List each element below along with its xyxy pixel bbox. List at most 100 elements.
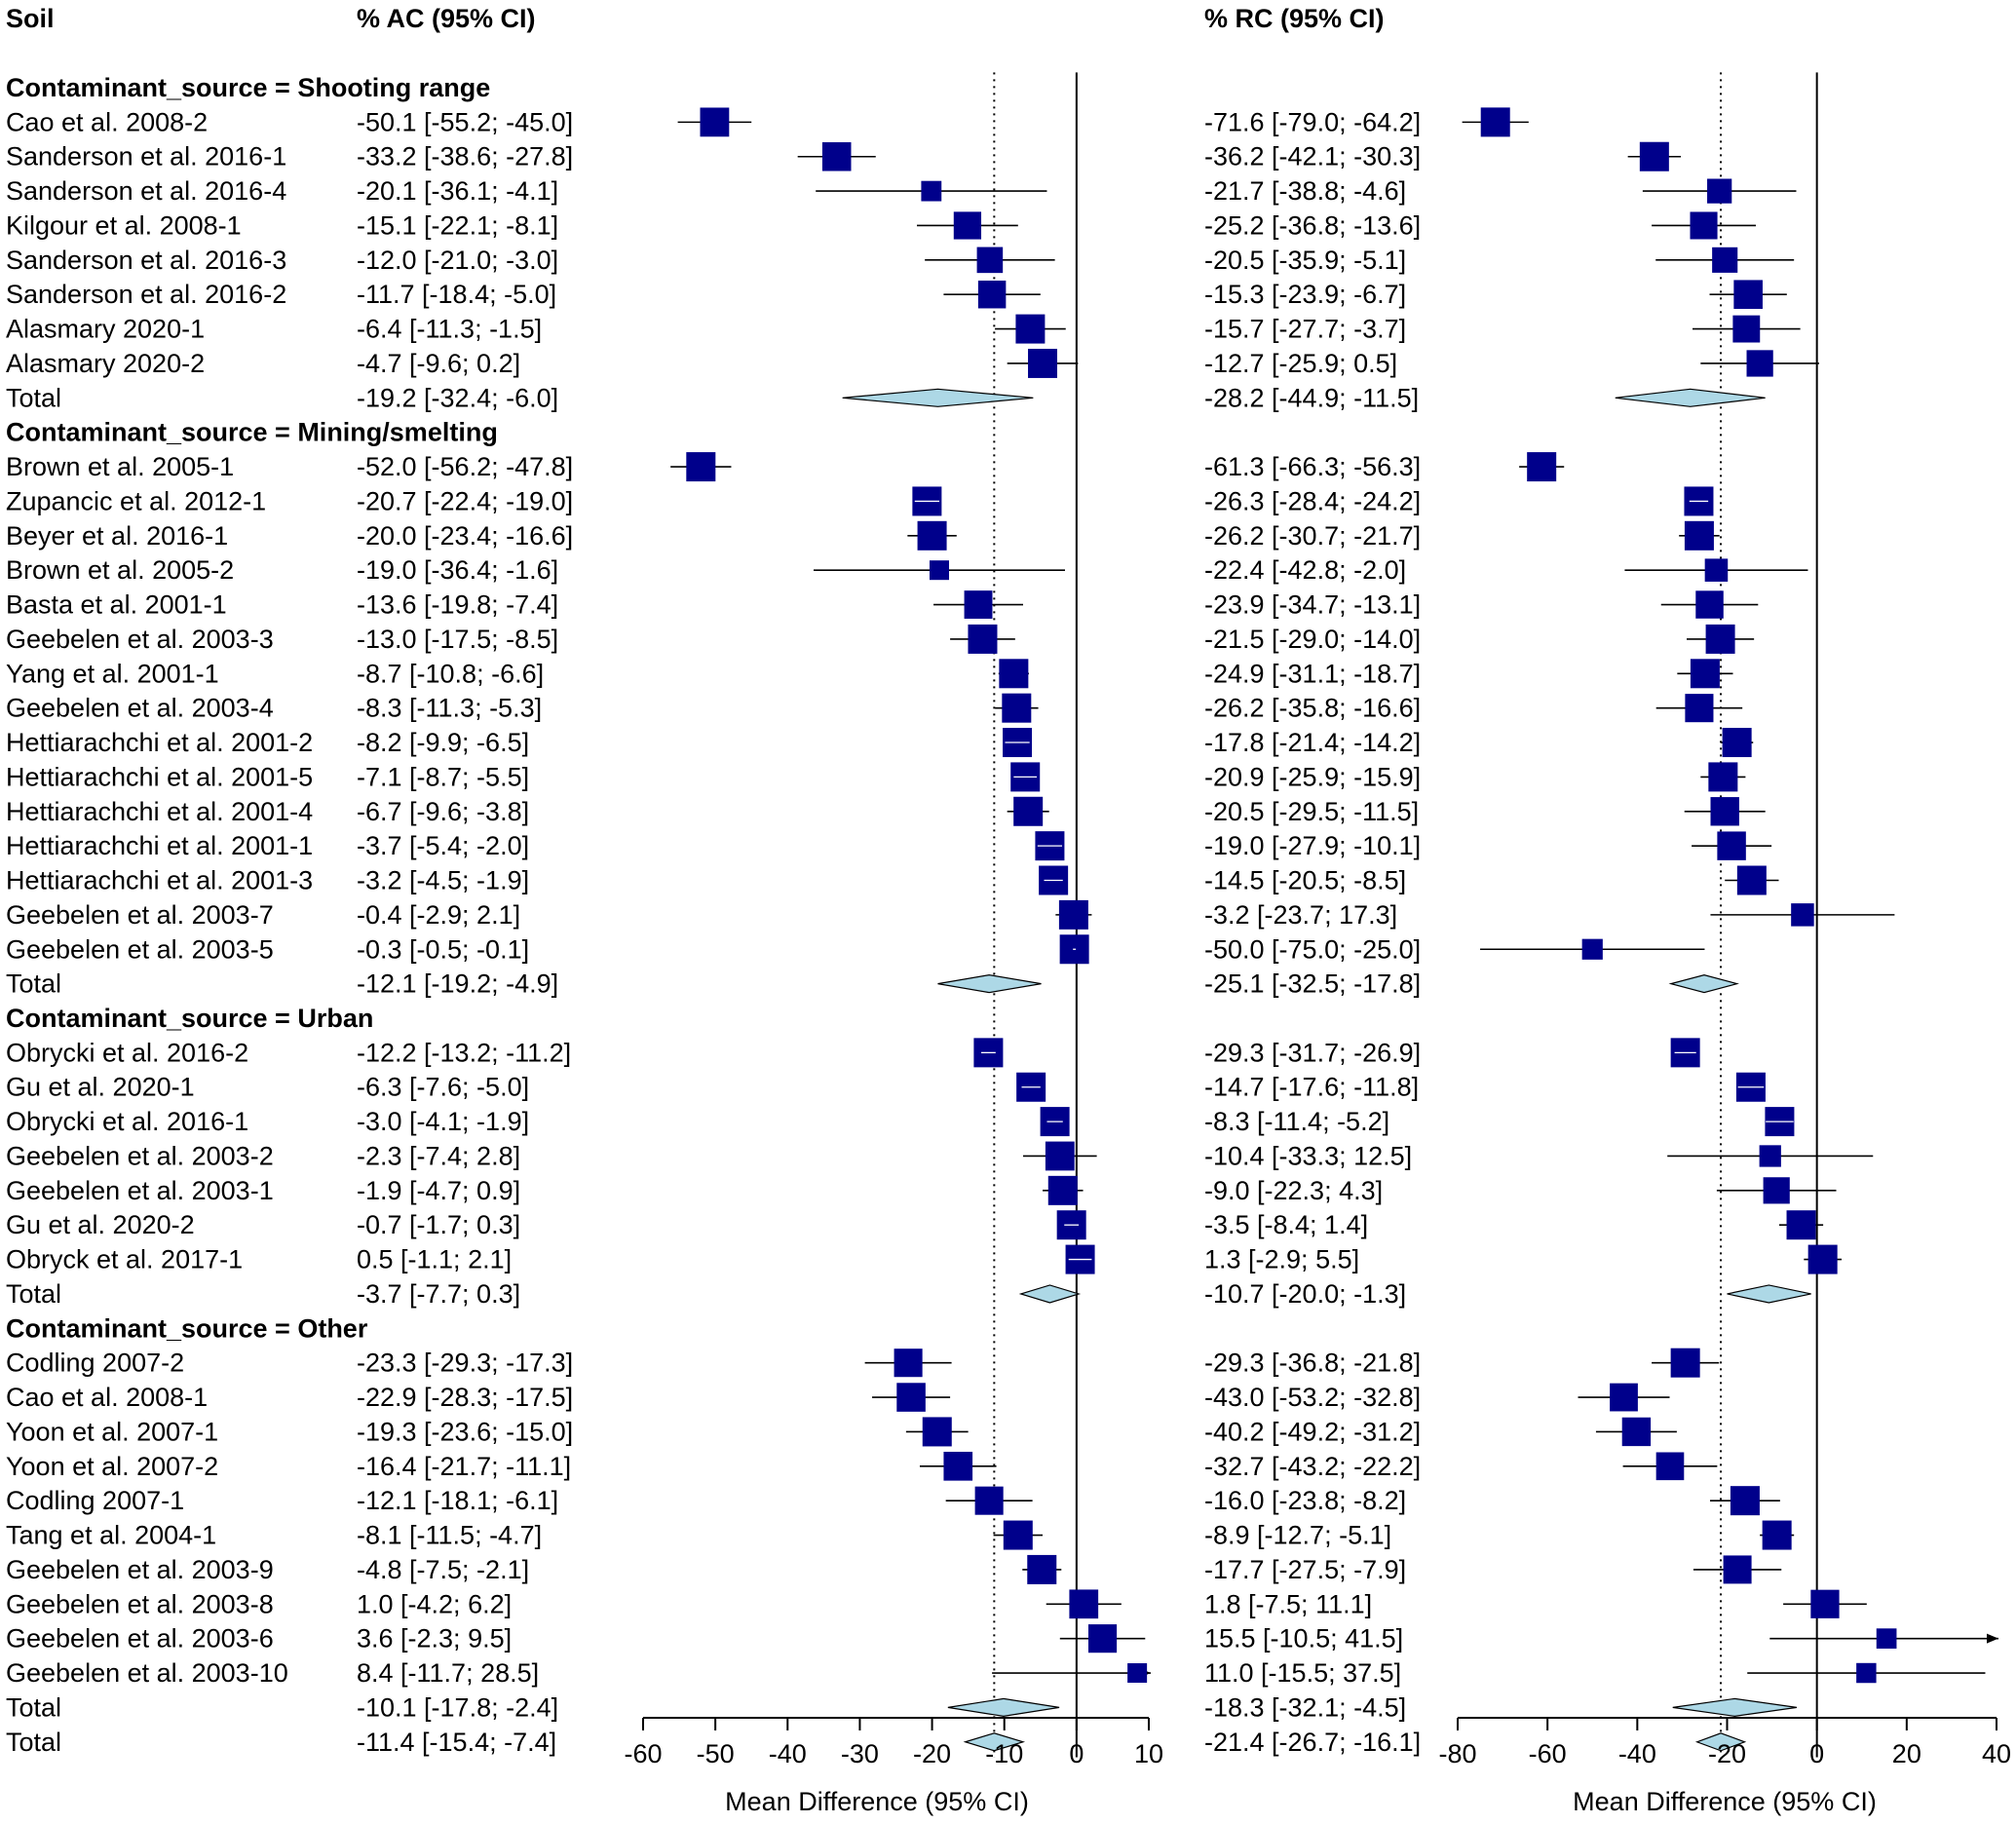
study-row: Yang et al. 2001-1 -8.7 [-10.8; -6.6] -24.… — [6, 659, 1733, 689]
rc-estimate-square — [1704, 558, 1729, 582]
ac-estimate-text: -11.4 [-15.4; -7.4] — [357, 1728, 556, 1757]
ac-estimate-square — [1013, 796, 1044, 826]
group-label: Contaminant_source = Urban — [6, 1004, 373, 1033]
study-row: Alasmary 2020-2 -4.7 [-9.6; 0.2] -12.7 [-2… — [6, 349, 1819, 378]
rc-estimate-square — [1876, 1628, 1897, 1649]
group-header-row: Contaminant_source = Shooting range — [6, 73, 490, 102]
study-label: Total — [6, 1692, 61, 1722]
rc-estimate-square — [1639, 141, 1669, 171]
study-label: Brown et al. 2005-1 — [6, 452, 234, 481]
study-row: Obrycki et al. 2016-1 -3.0 [-4.1; -1.9] -8… — [6, 1107, 1795, 1137]
rc-estimate-square — [1670, 1348, 1700, 1378]
rc-estimate-square — [1730, 1486, 1760, 1516]
rc-estimate-text: -25.1 [-32.5; -17.8] — [1204, 969, 1421, 999]
ac-estimate-text: -1.9 [-4.7; 0.9] — [357, 1176, 520, 1205]
rc-estimate-square — [1581, 938, 1603, 960]
study-label: Hettiarachchi et al. 2001-1 — [6, 831, 313, 860]
study-label: Zupancic et al. 2012-1 — [6, 486, 266, 515]
study-label: Gu et al. 2020-2 — [6, 1210, 195, 1239]
study-row: Geebelen et al. 2003-3 -13.0 [-17.5; -8.5… — [6, 624, 1755, 654]
study-row: Gu et al. 2020-1 -6.3 [-7.6; -5.0] -14.7 [… — [6, 1072, 1766, 1102]
ac-estimate-text: -19.2 [-32.4; -6.0] — [357, 383, 558, 412]
ac-tick-label: -60 — [624, 1739, 662, 1768]
rc-estimate-text: 1.3 [-2.9; 5.5] — [1204, 1245, 1359, 1274]
study-label: Cao et al. 2008-2 — [6, 107, 208, 136]
rc-estimate-text: -8.9 [-12.7; -5.1] — [1204, 1521, 1391, 1550]
ac-estimate-square — [896, 1383, 926, 1412]
ac-tick-label: -50 — [697, 1739, 735, 1768]
group-header-row: Contaminant_source = Other — [6, 1313, 368, 1343]
study-row: Hettiarachchi et al. 2001-3 -3.2 [-4.5; -… — [6, 865, 1779, 895]
ac-estimate-square — [686, 452, 716, 482]
rc-estimate-text: -16.0 [-23.8; -8.2] — [1204, 1486, 1406, 1515]
rc-estimate-text: -10.4 [-33.3; 12.5] — [1204, 1141, 1412, 1170]
ac-estimate-text: -33.2 [-38.6; -27.8] — [357, 142, 573, 171]
ac-estimate-square — [1045, 1141, 1075, 1171]
study-row: Sanderson et al. 2016-4 -20.1 [-36.1; -4.… — [6, 176, 1797, 206]
rc-estimate-text: -28.2 [-44.9; -11.5] — [1204, 383, 1419, 412]
ac-summary-diamond — [963, 1732, 1026, 1752]
ac-estimate-text: -10.1 [-17.8; -2.4] — [357, 1692, 558, 1722]
group-label: Contaminant_source = Other — [6, 1313, 368, 1343]
ac-estimate-text: -2.3 [-7.4; 2.8] — [357, 1141, 520, 1170]
rc-estimate-square — [1723, 1555, 1752, 1584]
ac-estimate-text: -0.3 [-0.5; -0.1] — [357, 934, 529, 964]
ac-estimate-text: -4.8 [-7.5; -2.1] — [357, 1555, 529, 1584]
study-label: Beyer et al. 2016-1 — [6, 521, 228, 551]
study-row: Geebelen et al. 2003-7 -0.4 [-2.9; 2.1] -3… — [6, 899, 1895, 930]
ac-tick-label: -40 — [769, 1739, 807, 1768]
rc-estimate-text: -29.3 [-31.7; -26.9] — [1204, 1038, 1421, 1067]
rc-estimate-text: -26.2 [-30.7; -21.7] — [1204, 521, 1421, 551]
rc-estimate-text: -18.3 [-32.1; -4.5] — [1204, 1692, 1406, 1722]
study-label: Obryck et al. 2017-1 — [6, 1245, 243, 1274]
rc-estimate-text: -24.9 [-31.1; -18.7] — [1204, 659, 1421, 688]
study-row: Sanderson et al. 2016-1 -33.2 [-38.6; -27… — [6, 141, 1682, 171]
rc-estimate-text: -36.2 [-42.1; -30.3] — [1204, 142, 1421, 171]
ac-estimate-square — [976, 247, 1004, 274]
study-row: Sanderson et al. 2016-2 -11.7 [-18.4; -5.… — [6, 280, 1787, 309]
total-row: Total -19.2 [-32.4; -6.0] -28.2 [-44.9; -1… — [6, 383, 1766, 412]
study-row: Yoon et al. 2007-1 -19.3 [-23.6; -15.0] -4… — [6, 1417, 1677, 1447]
study-row: Geebelen et al. 2003-4 -8.3 [-11.3; -5.3]… — [6, 693, 1743, 723]
rc-estimate-text: -25.2 [-36.8; -13.6] — [1204, 210, 1421, 240]
rc-estimate-text: -21.5 [-29.0; -14.0] — [1204, 625, 1421, 654]
study-label: Codling 2007-1 — [6, 1486, 184, 1515]
rc-tick-label: 0 — [1809, 1739, 1824, 1768]
study-row: Gu et al. 2020-2 -0.7 [-1.7; 0.3] -3.5 [-8… — [6, 1210, 1824, 1240]
ac-estimate-text: -12.2 [-13.2; -11.2] — [357, 1038, 571, 1067]
rc-summary-diamond — [1694, 1732, 1747, 1752]
ac-estimate-text: -16.4 [-21.7; -11.1] — [357, 1452, 571, 1481]
study-row: Cao et al. 2008-2 -50.1 [-55.2; -45.0] -71… — [6, 107, 1529, 137]
ac-x-axis: -60 -50 -40 -30 -20 -10 0 10 — [624, 1717, 1163, 1768]
ac-estimate-square — [1047, 1175, 1078, 1205]
rc-x-axis-label: Mean Difference (95% CI) — [1573, 1787, 1877, 1816]
study-label: Geebelen et al. 2003-5 — [6, 934, 274, 964]
ac-estimate-text: -3.2 [-4.5; -1.9] — [357, 866, 529, 895]
rc-estimate-text: -23.9 [-34.7; -13.1] — [1204, 590, 1421, 620]
study-row: Alasmary 2020-1 -6.4 [-11.3; -1.5] -15.7 [… — [6, 315, 1801, 344]
study-label: Geebelen et al. 2003-6 — [6, 1624, 274, 1653]
study-row: Basta et al. 2001-1 -13.6 [-19.8; -7.4] -2… — [6, 590, 1759, 620]
rc-tick-label: -20 — [1708, 1739, 1746, 1768]
study-label: Yoon et al. 2007-2 — [6, 1452, 218, 1481]
ac-estimate-text: -12.1 [-19.2; -4.9] — [357, 969, 558, 999]
rc-estimate-text: -50.0 [-75.0; -25.0] — [1204, 934, 1421, 964]
ac-estimate-text: 0.5 [-1.1; 2.1] — [357, 1245, 512, 1274]
rc-estimate-text: -17.7 [-27.5; -7.9] — [1204, 1555, 1406, 1584]
rc-estimate-square — [1759, 1145, 1781, 1167]
rc-tick-label: -80 — [1438, 1739, 1476, 1768]
rc-estimate-text: -20.5 [-35.9; -5.1] — [1204, 246, 1406, 275]
rc-estimate-text: -12.7 [-25.9; 0.5] — [1204, 349, 1397, 378]
total-row: Total -11.4 [-15.4; -7.4] -21.4 [-26.7; -1… — [6, 1728, 1747, 1757]
study-label: Kilgour et al. 2008-1 — [6, 210, 242, 240]
ac-estimate-text: -0.7 [-1.7; 0.3] — [357, 1210, 520, 1239]
rc-estimate-square — [1685, 694, 1714, 723]
rc-estimate-text: -10.7 [-20.0; -1.3] — [1204, 1279, 1406, 1309]
study-label: Basta et al. 2001-1 — [6, 590, 227, 620]
ac-estimate-square — [1127, 1663, 1148, 1684]
study-row: Hettiarachchi et al. 2001-2 -8.2 [-9.9; -… — [6, 728, 1754, 758]
soil-header: Soil — [6, 4, 55, 33]
study-row: Hettiarachchi et al. 2001-5 -7.1 [-8.7; -… — [6, 762, 1746, 792]
study-row: Geebelen et al. 2003-2 -2.3 [-7.4; 2.8] -1… — [6, 1141, 1874, 1171]
